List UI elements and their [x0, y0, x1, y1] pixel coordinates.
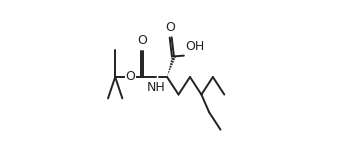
Text: OH: OH — [186, 40, 205, 53]
Text: O: O — [126, 71, 135, 83]
Text: O: O — [165, 21, 175, 34]
Text: O: O — [138, 34, 148, 47]
Text: NH: NH — [146, 81, 165, 94]
